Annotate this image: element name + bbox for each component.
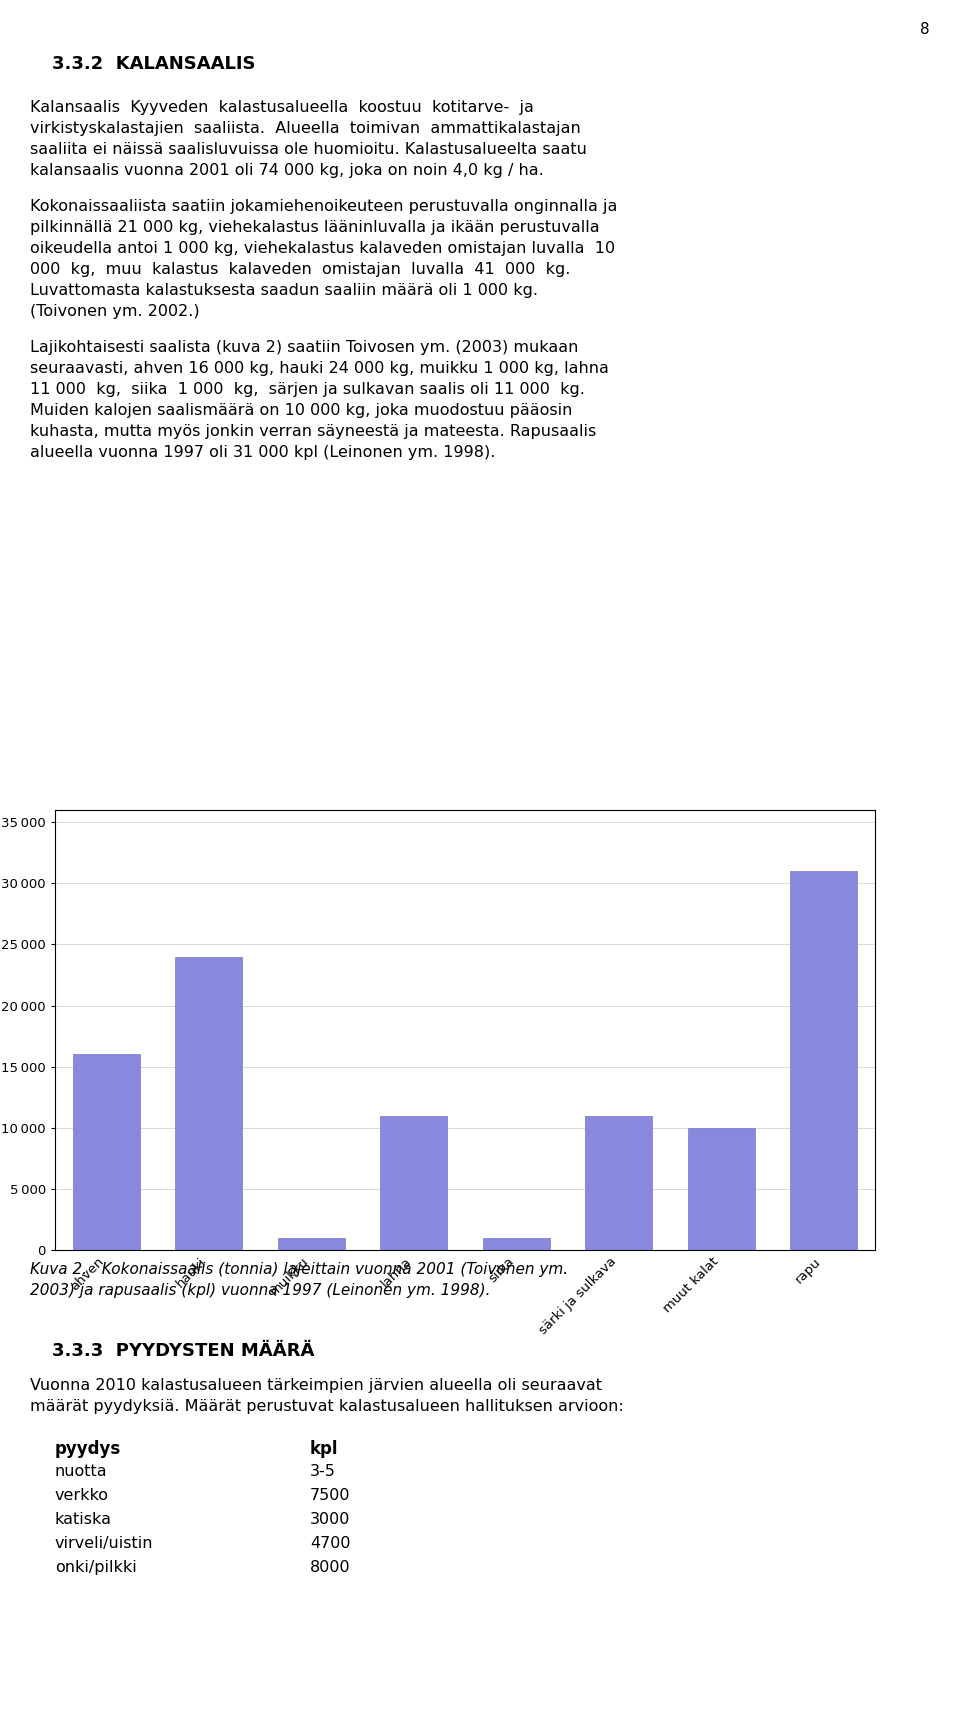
Text: 3000: 3000 (310, 1511, 350, 1527)
Text: määrät pyydyksiä. Määrät perustuvat kalastusalueen hallituksen arvioon:: määrät pyydyksiä. Määrät perustuvat kala… (30, 1398, 624, 1414)
Text: verkko: verkko (55, 1489, 109, 1503)
Text: 11 000  kg,  siika  1 000  kg,  särjen ja sulkavan saalis oli 11 000  kg.: 11 000 kg, siika 1 000 kg, särjen ja sul… (30, 382, 585, 397)
Bar (278, 1237, 345, 1249)
Text: alueella vuonna 1997 oli 31 000 kpl (Leinonen ym. 1998).: alueella vuonna 1997 oli 31 000 kpl (Lei… (30, 444, 495, 460)
Text: kpl: kpl (310, 1440, 339, 1457)
Text: 4700: 4700 (310, 1535, 350, 1551)
Text: pilkinnällä 21 000 kg, viehekalastus lääninluvalla ja ikään perustuvalla: pilkinnällä 21 000 kg, viehekalastus lää… (30, 220, 600, 234)
Text: 3.3.2  KALANSAALIS: 3.3.2 KALANSAALIS (52, 56, 255, 73)
Text: virveli/uistin: virveli/uistin (55, 1535, 154, 1551)
Text: seuraavasti, ahven 16 000 kg, hauki 24 000 kg, muikku 1 000 kg, lahna: seuraavasti, ahven 16 000 kg, hauki 24 0… (30, 361, 609, 376)
Text: saaliita ei näissä saalisluvuissa ole huomioitu. Kalastusalueelta saatu: saaliita ei näissä saalisluvuissa ole hu… (30, 142, 587, 156)
Text: 3-5: 3-5 (310, 1464, 336, 1478)
Text: 000  kg,  muu  kalastus  kalaveden  omistajan  luvalla  41  000  kg.: 000 kg, muu kalastus kalaveden omistajan… (30, 262, 570, 278)
Text: Kuva 2.   Kokonaissaalis (tonnia) lajeittain vuonna 2001 (Toivonen ym.: Kuva 2. Kokonaissaalis (tonnia) lajeitta… (30, 1261, 568, 1277)
Text: Muiden kalojen saalismäärä on 10 000 kg, joka muodostuu pääosin: Muiden kalojen saalismäärä on 10 000 kg,… (30, 403, 572, 418)
Text: nuotta: nuotta (55, 1464, 108, 1478)
Text: kuhasta, mutta myös jonkin verran säyneestä ja mateesta. Rapusaalis: kuhasta, mutta myös jonkin verran säynee… (30, 423, 596, 439)
Text: virkistyskalastajien  saaliista.  Alueella  toimivan  ammattikalastajan: virkistyskalastajien saaliista. Alueella… (30, 121, 581, 135)
Text: oikeudella antoi 1 000 kg, viehekalastus kalaveden omistajan luvalla  10: oikeudella antoi 1 000 kg, viehekalastus… (30, 241, 615, 257)
Text: (Toivonen ym. 2002.): (Toivonen ym. 2002.) (30, 304, 200, 319)
Text: 3.3.3  PYYDYSTEN MÄÄRÄ: 3.3.3 PYYDYSTEN MÄÄRÄ (52, 1341, 315, 1360)
Text: 2003) ja rapusaalis (kpl) vuonna 1997 (Leinonen ym. 1998).: 2003) ja rapusaalis (kpl) vuonna 1997 (L… (30, 1282, 491, 1298)
Text: 7500: 7500 (310, 1489, 350, 1503)
Bar (790, 871, 857, 1249)
Text: 8000: 8000 (310, 1560, 350, 1575)
Bar (380, 1116, 447, 1249)
Text: Luvattomasta kalastuksesta saadun saaliin määrä oli 1 000 kg.: Luvattomasta kalastuksesta saadun saalii… (30, 283, 538, 298)
Text: kalansaalis vuonna 2001 oli 74 000 kg, joka on noin 4,0 kg / ha.: kalansaalis vuonna 2001 oli 74 000 kg, j… (30, 163, 543, 179)
Text: 8: 8 (920, 23, 929, 36)
Bar (176, 956, 242, 1249)
Bar (483, 1237, 549, 1249)
Text: katiska: katiska (55, 1511, 112, 1527)
Text: Kalansaalis  Kyyveden  kalastusalueella  koostuu  kotitarve-  ja: Kalansaalis Kyyveden kalastusalueella ko… (30, 101, 534, 115)
Bar (73, 1055, 139, 1249)
Text: Lajikohtaisesti saalista (kuva 2) saatiin Toivosen ym. (2003) mukaan: Lajikohtaisesti saalista (kuva 2) saatii… (30, 340, 578, 356)
Text: Kokonaissaaliista saatiin jokamiehenoikeuteen perustuvalla onginnalla ja: Kokonaissaaliista saatiin jokamiehenoike… (30, 200, 617, 213)
Bar (688, 1128, 755, 1249)
Text: onki/pilkki: onki/pilkki (55, 1560, 136, 1575)
Bar (586, 1116, 652, 1249)
Text: pyydys: pyydys (55, 1440, 121, 1457)
Text: Vuonna 2010 kalastusalueen tärkeimpien järvien alueella oli seuraavat: Vuonna 2010 kalastusalueen tärkeimpien j… (30, 1378, 602, 1393)
